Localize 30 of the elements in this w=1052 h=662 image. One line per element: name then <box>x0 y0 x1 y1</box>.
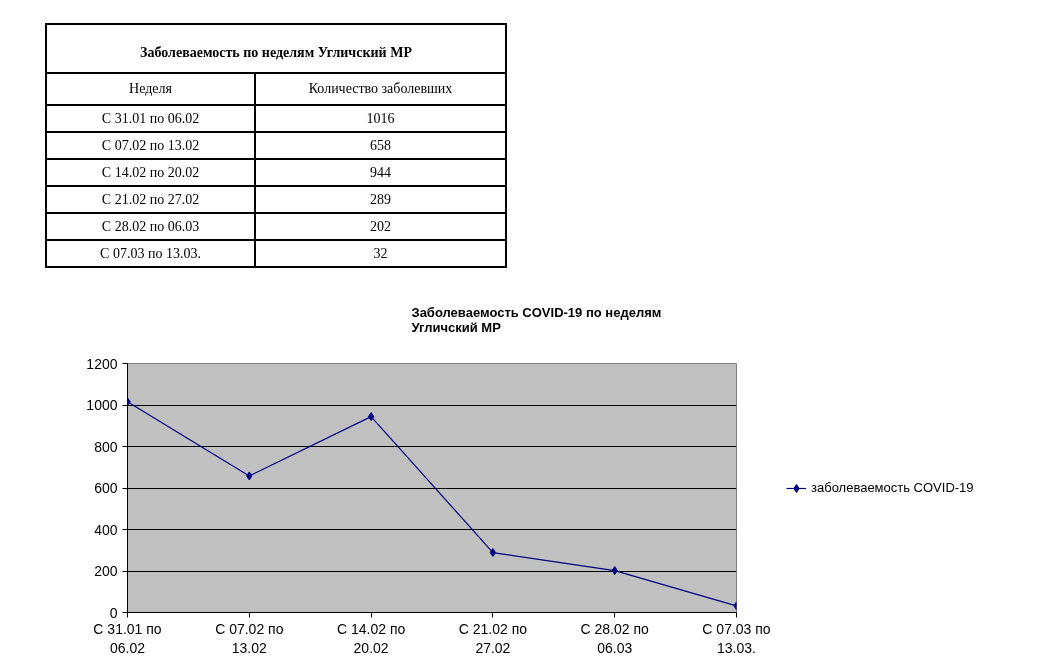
data-label: 1016 <box>255 105 506 132</box>
y-tick-label: 600 <box>94 480 118 496</box>
x-tick-label: С 28.02 по 06.03 <box>580 620 650 656</box>
chart-title: Заболеваемость COVID-19 по неделям Угличский МР <box>411 304 662 335</box>
text: Количество заболевших <box>255 73 506 105</box>
category-label: С 07.03 по 13.03. <box>46 240 256 267</box>
y-tick-label: 0 <box>109 604 118 621</box>
x-tick-label: С 21.02 по 27.02 <box>458 620 528 656</box>
text: Заболеваемость по неделям Угличский МР <box>46 24 506 73</box>
category-label: С 31.01 по 06.02 <box>46 105 256 132</box>
category-label: С 07.02 по 13.02 <box>46 132 256 159</box>
category-label: С 28.02 по 06.03 <box>46 213 256 240</box>
data-label: 658 <box>255 132 506 159</box>
y-tick-label: 400 <box>94 521 118 538</box>
y-tick-label: 800 <box>94 438 118 455</box>
x-tick-label: С 31.01 по 06.02 <box>93 620 162 656</box>
y-tick-label: 200 <box>94 563 118 579</box>
x-tick-label: С 07.03 по 13.03. <box>702 620 771 656</box>
x-tick-label: С 07.02 по 13.02 <box>215 620 284 656</box>
x-tick-label: С 14.02 по 20.02 <box>336 620 406 656</box>
legend-label: заболеваемость COVID-19 <box>811 480 974 495</box>
data-label: 289 <box>255 186 506 213</box>
data-label: 944 <box>255 159 506 186</box>
text: Неделя <box>46 73 256 105</box>
category-label: С 21.02 по 27.02 <box>46 186 256 213</box>
y-tick-label: 1200 <box>86 355 118 372</box>
y-tick-label: 1000 <box>86 397 118 413</box>
category-label: С 14.02 по 20.02 <box>46 159 256 186</box>
data-label: 32 <box>255 240 506 267</box>
data-label: 202 <box>255 213 506 240</box>
